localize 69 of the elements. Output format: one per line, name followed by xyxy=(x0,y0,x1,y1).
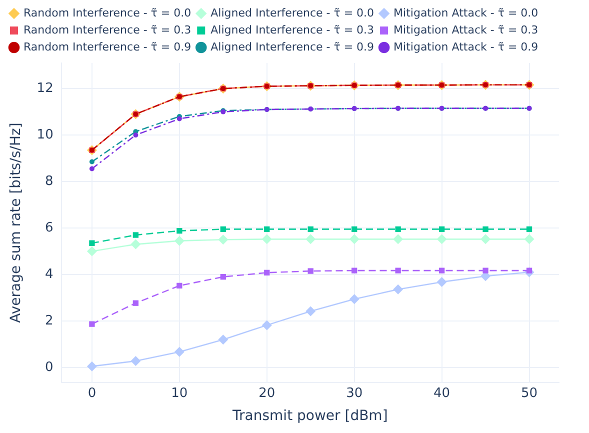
legend-label: Random Interference - τ̃ = 0.9 xyxy=(24,40,192,54)
point xyxy=(176,228,182,234)
legend-label: Aligned Interference - τ̃ = 0.0 xyxy=(210,6,374,20)
x-tick-label: 20 xyxy=(258,386,276,401)
x-tick-label: 30 xyxy=(346,386,363,401)
x-tick-label: 50 xyxy=(520,386,538,401)
legend-label: Random Interference - τ̃ = 0.3 xyxy=(24,23,192,36)
point xyxy=(130,356,141,366)
point xyxy=(526,226,532,232)
y-tick-label: 0 xyxy=(45,360,54,375)
y-axis-title: Average sum rate [bits/s/Hz] xyxy=(8,122,24,323)
point xyxy=(89,321,95,327)
point xyxy=(86,361,97,372)
point xyxy=(395,268,401,274)
point xyxy=(306,306,316,316)
point xyxy=(218,234,228,245)
point xyxy=(89,166,94,172)
point xyxy=(349,294,360,304)
y-tick-label: 2 xyxy=(45,313,54,328)
point xyxy=(349,234,360,244)
point xyxy=(133,132,138,138)
legend-label: Aligned Interference - τ̃ = 0.9 xyxy=(210,40,374,54)
y-tick-label: 12 xyxy=(36,80,54,96)
point xyxy=(262,320,272,330)
point xyxy=(352,226,358,232)
point xyxy=(264,226,270,232)
point xyxy=(393,234,404,244)
point xyxy=(480,234,491,244)
point xyxy=(308,268,314,274)
point xyxy=(86,246,97,256)
point xyxy=(306,234,316,244)
point xyxy=(438,226,445,232)
legend-label: Mitigation Attack - τ̃ = 0.0 xyxy=(394,6,538,20)
point xyxy=(482,268,488,274)
point xyxy=(218,334,228,345)
legend-label: Mitigation Attack - τ̃ = 0.3 xyxy=(394,23,538,36)
y-tick-label: 6 xyxy=(45,220,54,236)
point xyxy=(132,232,139,238)
point xyxy=(395,226,401,232)
legend-label: Aligned Interference - τ̃ = 0.3 xyxy=(210,23,374,36)
point xyxy=(220,274,226,280)
point xyxy=(438,268,445,274)
legend-label: Mitigation Attack - τ̃ = 0.9 xyxy=(394,40,538,54)
y-tick-label: 4 xyxy=(45,266,54,282)
x-axis-title: Transmit power [dBm] xyxy=(232,408,388,424)
legend-label: Random Interference - τ̃ = 0.0 xyxy=(24,6,192,20)
point xyxy=(89,240,95,246)
point xyxy=(436,234,447,244)
point xyxy=(130,239,141,250)
x-tick-label: 0 xyxy=(88,386,96,401)
point xyxy=(176,282,182,289)
point xyxy=(308,226,314,232)
point xyxy=(174,236,184,246)
point xyxy=(352,268,358,274)
point xyxy=(89,159,94,164)
point xyxy=(482,226,488,232)
y-tick-label: 10 xyxy=(36,127,54,142)
point xyxy=(393,284,404,294)
y-tick-label: 8 xyxy=(45,174,54,189)
point xyxy=(174,346,184,357)
point xyxy=(264,270,270,276)
point xyxy=(176,116,182,122)
x-tick-label: 10 xyxy=(171,386,188,401)
point xyxy=(436,276,447,287)
point xyxy=(220,226,226,232)
point xyxy=(524,234,534,244)
x-tick-label: 40 xyxy=(434,386,450,401)
point xyxy=(132,300,139,306)
point xyxy=(262,234,272,244)
